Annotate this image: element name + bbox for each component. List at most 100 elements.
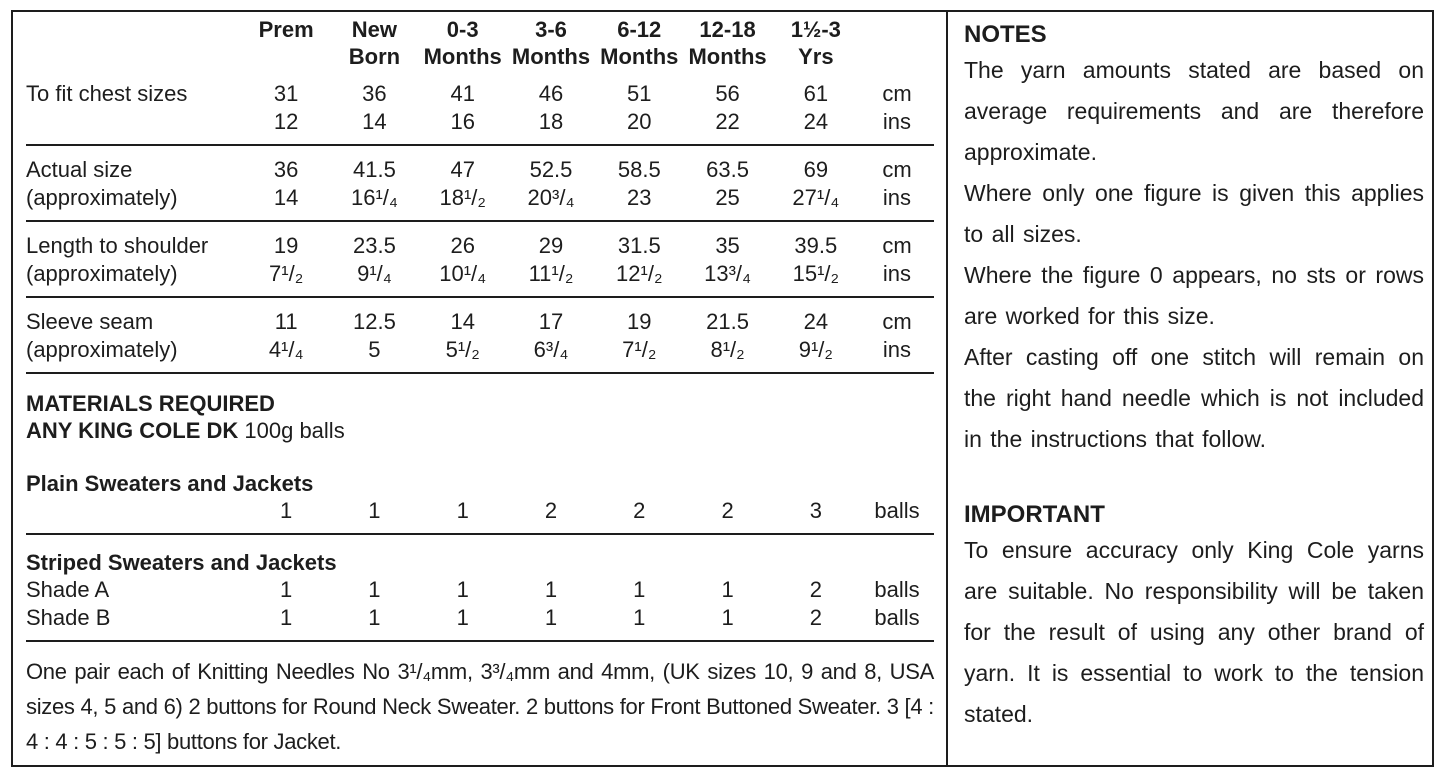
size-value-cm: 36 bbox=[362, 81, 387, 106]
balls-count: 1 bbox=[456, 577, 469, 602]
size-value-cm: 29 bbox=[538, 233, 564, 258]
yarn-spec: ANY KING COLE DK 100g balls bbox=[26, 417, 934, 444]
important-paragraphs: To ensure accuracy only King Cole yarns … bbox=[964, 530, 1424, 735]
size-value-cm: 58.5 bbox=[617, 157, 661, 182]
needles-and-buttons-note: One pair each of Knitting Needles No 3¹/… bbox=[26, 659, 934, 754]
unit-label: ins bbox=[882, 185, 912, 210]
notes-paragraph: Where only one figure is given this appl… bbox=[964, 180, 1424, 247]
size-value-cm: 56 bbox=[715, 81, 740, 106]
balls-count: 1 bbox=[721, 605, 734, 630]
size-value-ins: 8¹/₂ bbox=[710, 337, 745, 362]
divider bbox=[26, 640, 934, 642]
size-value-ins: 16 bbox=[450, 109, 475, 134]
balls-count: 2 bbox=[809, 577, 822, 602]
balls-count: 1 bbox=[368, 498, 381, 523]
size-header-row-2: Born Months Months Months Months Yrs bbox=[26, 43, 934, 70]
size-value-cm: 39.5 bbox=[794, 233, 838, 258]
balls-count: 1 bbox=[368, 605, 381, 630]
pattern-sheet: Prem New 0-3 3-6 6-12 12-18 1½-3 Born Months Mon… bbox=[11, 10, 1434, 767]
size-value-ins: 5 bbox=[368, 337, 381, 362]
unit-label: ins bbox=[882, 109, 912, 134]
size-value-ins: 12 bbox=[273, 109, 299, 134]
size-value-cm: 14 bbox=[450, 309, 475, 334]
row-label: Shade A bbox=[26, 577, 110, 602]
table-row: 1 1 1 2 2 2 3 balls bbox=[26, 497, 934, 525]
balls-count: 1 bbox=[280, 577, 293, 602]
size-header-row-1: Prem New 0-3 3-6 6-12 12-18 1½-3 bbox=[26, 16, 934, 43]
unit-label: balls bbox=[874, 498, 920, 523]
size-value-ins: 9¹/₄ bbox=[357, 261, 392, 286]
size-value-ins: 23 bbox=[627, 185, 652, 210]
size-value-ins: 12¹/₂ bbox=[616, 261, 663, 286]
size-value-ins: 15¹/₂ bbox=[792, 261, 840, 286]
size-column-header: 1½-3 bbox=[790, 17, 841, 42]
table-row: (approximately) 7¹/₂ 9¹/₄ 10¹/₄ 11¹/₂ 12¹/₂ 1… bbox=[26, 260, 934, 288]
size-value-cm: 23.5 bbox=[353, 233, 396, 258]
size-value-cm: 41.5 bbox=[353, 157, 396, 182]
size-value-cm: 11 bbox=[274, 309, 298, 334]
divider bbox=[26, 144, 934, 146]
measurement-block-actual-size: Actual size 36 41.5 47 52.5 58.5 63.5 69 cm (a… bbox=[26, 146, 934, 220]
size-value-cm: 31 bbox=[273, 81, 299, 106]
divider bbox=[26, 372, 934, 374]
notes-paragraphs: The yarn amounts stated are based on ave… bbox=[964, 50, 1424, 460]
size-value-ins: 13³/₄ bbox=[704, 261, 751, 286]
row-label: Actual size bbox=[26, 157, 133, 182]
balls-count: 1 bbox=[456, 498, 469, 523]
size-value-ins: 24 bbox=[803, 109, 829, 134]
balls-count: 2 bbox=[544, 498, 558, 523]
size-value-ins: 4¹/₄ bbox=[268, 337, 304, 362]
balls-count: 2 bbox=[721, 498, 734, 523]
row-label: (approximately) bbox=[26, 185, 178, 210]
divider bbox=[26, 533, 934, 535]
size-column-header: Yrs bbox=[798, 44, 834, 69]
row-label: Length to shoulder bbox=[26, 233, 209, 258]
balls-count: 1 bbox=[456, 605, 469, 630]
size-value-cm: 21.5 bbox=[706, 309, 749, 334]
size-value-cm: 19 bbox=[273, 233, 299, 258]
size-value-ins: 27¹/₄ bbox=[792, 185, 840, 210]
table-row: 12 14 16 18 20 22 24 ins bbox=[26, 108, 934, 136]
notes-title: NOTES bbox=[964, 21, 1047, 48]
size-value-ins: 5¹/₂ bbox=[445, 337, 480, 362]
table-row: (approximately) 14 16¹/₄ 18¹/₂ 20³/₄ 23 25 27¹… bbox=[26, 184, 934, 212]
unit-label: balls bbox=[874, 577, 920, 602]
size-value-ins: 14 bbox=[362, 109, 387, 134]
size-value-ins: 9¹/₂ bbox=[798, 337, 833, 362]
size-column-header: 12-18 bbox=[699, 17, 756, 42]
striped-sweaters-balls: Shade A 1 1 1 1 1 1 2 balls Shade B 1 1 1 1 1 1 2 ba… bbox=[26, 576, 934, 640]
notes-paragraph: Where the figure 0 appears, no sts or ro… bbox=[964, 262, 1424, 329]
balls-count: 1 bbox=[544, 577, 558, 602]
size-value-cm: 35 bbox=[715, 233, 740, 258]
size-value-cm: 31.5 bbox=[617, 233, 661, 258]
balls-count: 1 bbox=[368, 577, 381, 602]
size-value-ins: 20 bbox=[627, 109, 652, 134]
size-value-ins: 14 bbox=[273, 185, 299, 210]
notes-panel: NOTES The yarn amounts stated are based … bbox=[948, 12, 1432, 765]
balls-count: 3 bbox=[809, 498, 822, 523]
yarn-ball-size: 100g balls bbox=[238, 418, 345, 443]
size-value-ins: 7¹/₂ bbox=[269, 261, 304, 286]
size-column-header: Months bbox=[423, 44, 502, 69]
size-value-ins: 6³/₄ bbox=[533, 337, 569, 362]
size-value-cm: 46 bbox=[538, 81, 564, 106]
balls-count: 1 bbox=[633, 605, 646, 630]
unit-label: ins bbox=[882, 337, 912, 362]
size-value-cm: 24 bbox=[803, 309, 829, 334]
balls-count: 1 bbox=[721, 577, 734, 602]
balls-count: 1 bbox=[280, 605, 293, 630]
size-column-header: New bbox=[351, 17, 398, 42]
balls-count: 1 bbox=[280, 498, 293, 523]
row-label: Sleeve seam bbox=[26, 309, 154, 334]
size-value-cm: 69 bbox=[803, 157, 829, 182]
row-label: To fit chest sizes bbox=[26, 81, 188, 106]
divider bbox=[26, 296, 934, 298]
size-value-cm: 36 bbox=[273, 157, 299, 182]
size-value-ins: 10¹/₄ bbox=[439, 261, 487, 286]
important-paragraph: To ensure accuracy only King Cole yarns … bbox=[964, 537, 1424, 727]
size-column-header: 3-6 bbox=[535, 17, 567, 42]
size-value-cm: 19 bbox=[627, 309, 652, 334]
materials-heading: MATERIALS REQUIRED bbox=[26, 391, 275, 416]
size-column-header: Prem bbox=[258, 17, 314, 42]
size-column-header: 0-3 bbox=[446, 17, 479, 42]
